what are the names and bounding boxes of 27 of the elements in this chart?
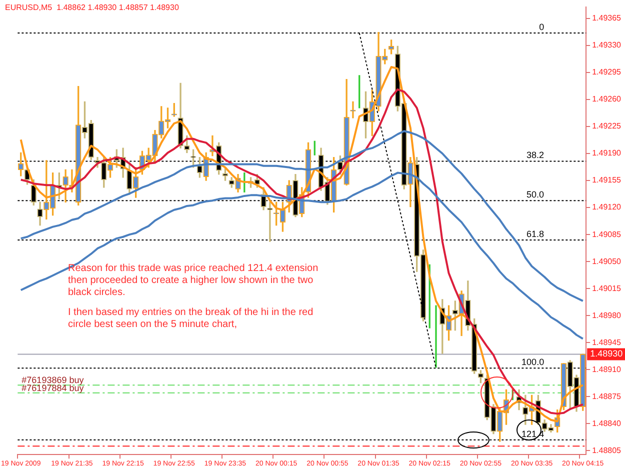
y-tick-label: 1.48980 <box>592 310 622 320</box>
annotation: I then based my entries on the break of the hi in the red circle best seen on the 5 minute chart, <box>68 307 314 331</box>
y-tick-label: 1.49155 <box>592 176 622 185</box>
y-tick-label: 1.49225 <box>592 122 622 131</box>
ref-line-label: 1.48930 <box>590 348 623 359</box>
y-tick-label: 1.49190 <box>592 148 622 158</box>
ref-line-label: #76193869 buy <box>22 375 84 386</box>
annotation: Reason for this trade was price reached 121.4 extension then proceeded to create a higher low shown in the two black circles. <box>68 263 320 299</box>
annotation: 0 <box>539 22 544 32</box>
y-tick-label: 1.49365 <box>592 14 622 23</box>
annotation: 100.0 <box>522 357 544 368</box>
y-tick-label: 1.48910 <box>592 364 622 374</box>
y-tick-label: 1.48875 <box>592 392 622 401</box>
y-tick-label: 1.49120 <box>592 202 622 212</box>
y-tick-label: 1.49085 <box>592 230 622 239</box>
y-tick-label: 1.49295 <box>592 68 622 77</box>
chart-title: EURUSD,M5 1.48862 1.48930 1.48857 1.48930 <box>5 3 179 12</box>
y-tick-label: 1.48805 <box>592 446 622 455</box>
y-tick-label: 1.48840 <box>592 418 622 428</box>
y-tick-label: 1.49015 <box>592 284 622 293</box>
y-tick-label: 1.49330 <box>592 40 622 50</box>
annotation: 50.0 <box>526 190 544 200</box>
annotation: 61.8 <box>526 228 544 239</box>
y-tick-label: 1.48945 <box>592 338 622 347</box>
y-tick-label: 1.49260 <box>592 94 622 104</box>
annotation: 38.2 <box>526 150 544 160</box>
y-tick-label: 1.49050 <box>592 256 622 266</box>
